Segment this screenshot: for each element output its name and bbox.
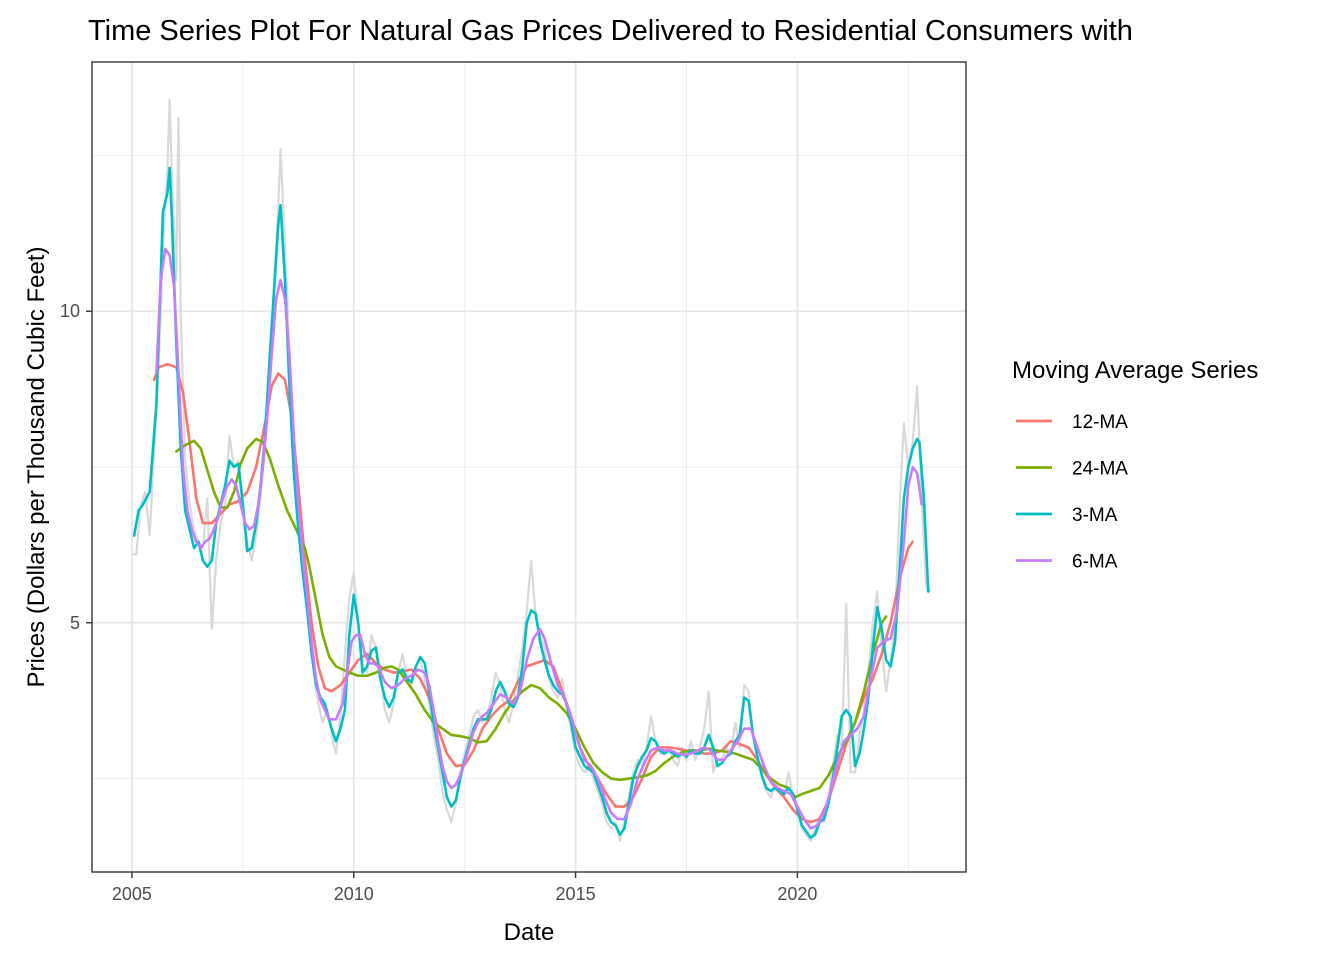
x-tick-label: 2020 [777,884,817,904]
plot-border [91,61,967,873]
series-line-3-ma [132,166,930,840]
x-tick-label: 2005 [112,884,152,904]
minor-gridlines [92,62,966,872]
axis-ticks: 2005 2010 2015 2020 5 10 [60,301,817,904]
y-axis-title: Prices (Dollars per Thousand Cubic Feet) [23,246,50,687]
legend: Moving Average Series 12-MA 24-MA 3-MA 6-MA [1012,357,1258,573]
legend-label-3-ma: 3-MA [1072,505,1118,526]
x-tick-label: 2015 [556,884,596,904]
legend-title: Moving Average Series [1012,357,1258,384]
y-tick-label: 10 [60,301,80,321]
series-line-12-ma [152,362,915,824]
data-series-layer [131,98,932,842]
x-tick-label: 2010 [334,884,374,904]
legend-label-6-ma: 6-MA [1072,552,1118,573]
y-tick-label: 5 [70,613,80,633]
legend-label-24-ma: 24-MA [1072,459,1128,480]
chart-title: Time Series Plot For Natural Gas Prices … [88,15,1133,47]
series-line-6-ma [155,247,923,830]
legend-label-12-ma: 12-MA [1072,412,1128,433]
x-axis-title: Date [504,919,555,946]
